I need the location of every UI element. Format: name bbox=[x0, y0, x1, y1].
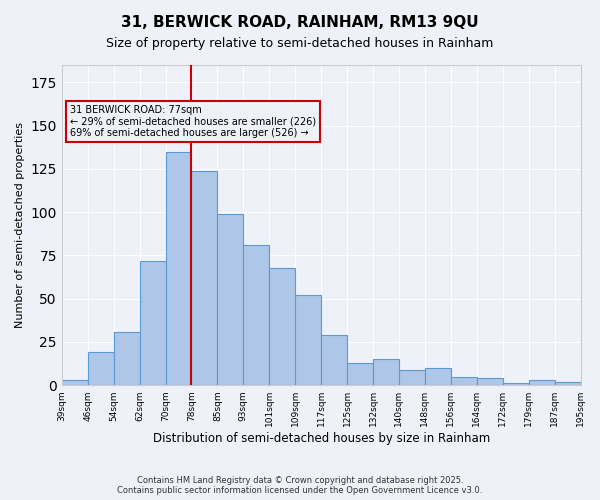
Bar bbox=[191, 170, 217, 385]
Bar bbox=[244, 245, 269, 385]
Text: 31, BERWICK ROAD, RAINHAM, RM13 9QU: 31, BERWICK ROAD, RAINHAM, RM13 9QU bbox=[121, 15, 479, 30]
Bar bbox=[477, 378, 503, 385]
Bar bbox=[62, 380, 88, 385]
Bar bbox=[503, 384, 529, 385]
Bar bbox=[295, 295, 321, 385]
Bar bbox=[529, 380, 554, 385]
Text: Size of property relative to semi-detached houses in Rainham: Size of property relative to semi-detach… bbox=[106, 38, 494, 51]
Bar bbox=[321, 335, 347, 385]
Bar bbox=[140, 260, 166, 385]
Bar bbox=[217, 214, 244, 385]
Bar bbox=[554, 382, 581, 385]
Bar bbox=[269, 268, 295, 385]
Bar bbox=[88, 352, 113, 385]
X-axis label: Distribution of semi-detached houses by size in Rainham: Distribution of semi-detached houses by … bbox=[152, 432, 490, 445]
Text: Contains HM Land Registry data © Crown copyright and database right 2025.
Contai: Contains HM Land Registry data © Crown c… bbox=[118, 476, 482, 495]
Bar bbox=[166, 152, 191, 385]
Bar bbox=[373, 359, 399, 385]
Bar bbox=[399, 370, 425, 385]
Bar bbox=[451, 376, 477, 385]
Text: 31 BERWICK ROAD: 77sqm
← 29% of semi-detached houses are smaller (226)
69% of se: 31 BERWICK ROAD: 77sqm ← 29% of semi-det… bbox=[70, 105, 316, 138]
Y-axis label: Number of semi-detached properties: Number of semi-detached properties bbox=[15, 122, 25, 328]
Bar bbox=[347, 362, 373, 385]
Bar bbox=[425, 368, 451, 385]
Bar bbox=[113, 332, 140, 385]
